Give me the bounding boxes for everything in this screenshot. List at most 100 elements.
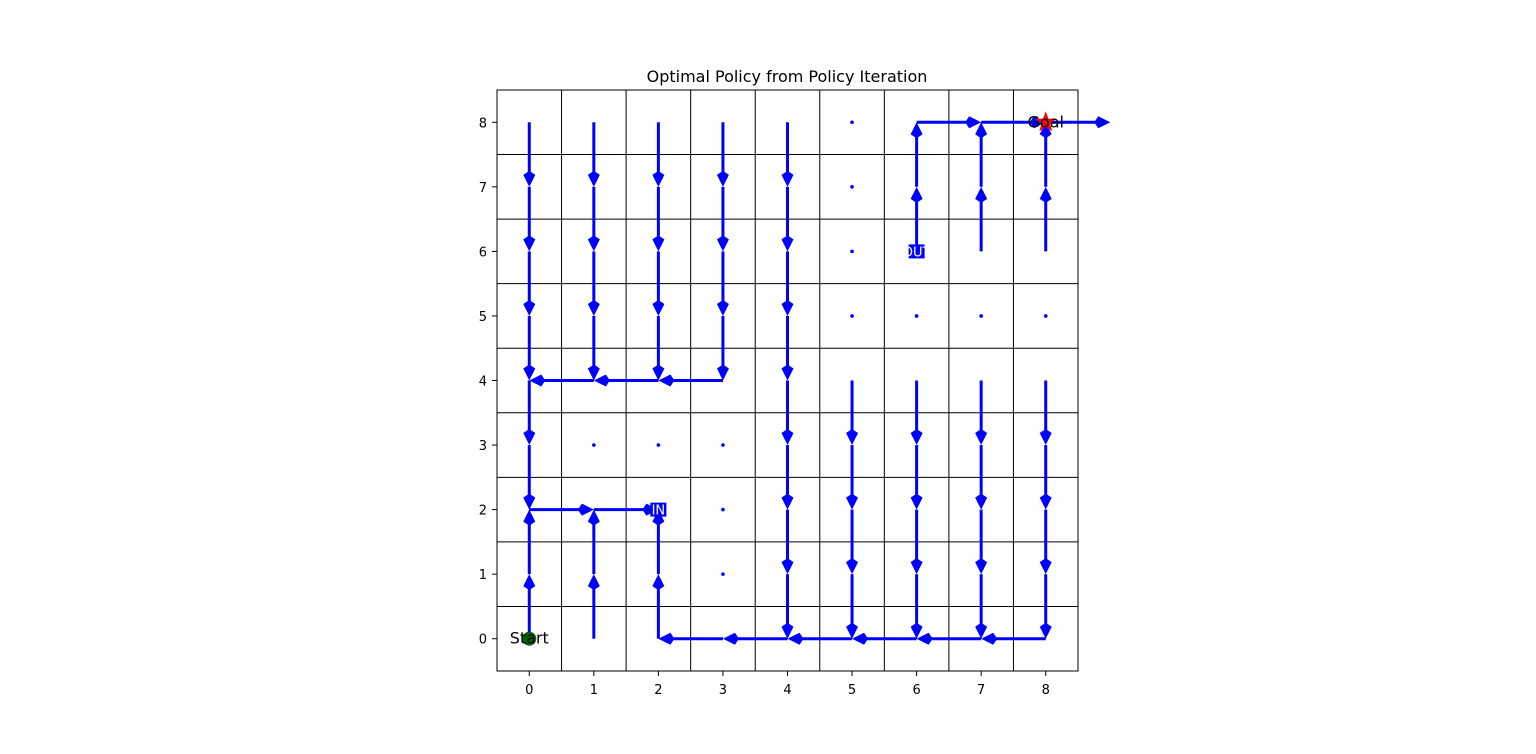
arrow-head [716, 170, 729, 187]
arrow-head [523, 364, 536, 381]
arrow-head [981, 632, 998, 645]
goal-label: Goal [1028, 112, 1064, 131]
arrow-head [529, 374, 546, 387]
arrow-head [975, 186, 988, 203]
goal-marker [1035, 111, 1057, 132]
policy-arrow-left [852, 632, 917, 645]
policy-arrow-down [1039, 445, 1052, 510]
policy-arrow-down [846, 574, 859, 639]
arrow-head [846, 622, 859, 639]
policy-arrow-up [587, 509, 600, 575]
x-tick-label: 4 [783, 683, 791, 698]
arrow-head [523, 299, 536, 316]
arrow-head [852, 632, 869, 645]
policy-arrow-up [652, 509, 665, 575]
arrow-head [652, 170, 665, 187]
y-tick-label: 8 [479, 116, 487, 131]
x-tick-label: 0 [525, 683, 533, 698]
arrow-head [587, 170, 600, 187]
policy-dot [850, 120, 854, 125]
arrow-head [587, 509, 600, 526]
policy-arrow-down [975, 574, 988, 639]
arrow-head [846, 558, 859, 575]
policy-arrow-down [523, 251, 536, 316]
policy-arrow-down [910, 509, 923, 575]
arrow-head [652, 509, 665, 526]
policy-arrow-up [652, 574, 665, 639]
policy-arrow-left [916, 632, 982, 645]
arrow-head [910, 429, 923, 446]
policy-dot [979, 314, 983, 318]
arrow-head [910, 622, 923, 639]
policy-dot [850, 185, 854, 189]
policy-arrow-down [1039, 509, 1052, 575]
policy-arrow-down [781, 509, 794, 575]
policy-arrow-down [781, 380, 794, 446]
policy-arrow-down [975, 380, 988, 446]
axis-ticks: 0 1 2 3 4 5 6 7 8 0 1 2 3 4 5 6 7 8 [479, 116, 1050, 698]
policy-arrow-down [523, 315, 536, 381]
arrow-head [523, 429, 536, 446]
arrow-head [1039, 622, 1052, 639]
arrow-head [523, 509, 536, 526]
arrow-head [1039, 186, 1052, 203]
policy-dot [914, 314, 919, 318]
arrow-head [781, 170, 794, 187]
arrow-head [910, 558, 923, 575]
arrow-head [1039, 558, 1052, 575]
x-tick-label: 8 [1042, 683, 1050, 698]
arrow-head [910, 122, 923, 139]
arrow-head [716, 364, 729, 381]
policy-arrow-down [910, 445, 923, 510]
arrow-head [846, 429, 859, 446]
y-tick-label: 7 [479, 181, 487, 196]
arrow-head [975, 122, 988, 139]
policy-arrow-down [523, 445, 536, 510]
policy-arrow-left [658, 632, 723, 645]
x-tick-label: 2 [654, 683, 662, 698]
x-tick-label: 5 [848, 683, 856, 698]
policy-arrow-down [781, 186, 794, 252]
arrow-head [910, 186, 923, 203]
policy-dot [721, 507, 725, 512]
y-tick-label: 4 [479, 375, 487, 390]
policy-arrow-down [910, 574, 923, 639]
arrow-head [593, 374, 610, 387]
portal-marker [908, 244, 925, 259]
policy-arrow-down [781, 315, 794, 381]
policy-arrow-down [716, 315, 729, 381]
arrow-head [781, 364, 794, 381]
arrow-head [716, 235, 729, 252]
arrow-head [1039, 493, 1052, 510]
arrow-head [975, 493, 988, 510]
y-tick-label: 5 [479, 310, 487, 325]
x-tick-label: 6 [912, 683, 920, 698]
policy-arrow-right [1045, 116, 1111, 129]
y-tick-label: 3 [479, 439, 487, 454]
policy-arrow-down [781, 122, 794, 187]
policy-arrow-down [975, 509, 988, 575]
policy-arrow-down [652, 315, 665, 381]
policy-arrow-down [846, 509, 859, 575]
arrow-head [975, 622, 988, 639]
policy-arrow-down [910, 380, 923, 446]
arrow-head [781, 429, 794, 446]
arrow-head [652, 574, 665, 591]
arrow-head [910, 493, 923, 510]
policy-arrow-up [587, 574, 600, 639]
arrow-head [781, 622, 794, 639]
arrow-head [587, 574, 600, 591]
arrow-head [658, 632, 675, 645]
arrow-head [781, 235, 794, 252]
policy-arrow-down [975, 445, 988, 510]
policy-arrow-down [587, 251, 600, 316]
arrow-head [1029, 116, 1046, 129]
y-tick-label: 6 [479, 245, 487, 260]
policy-arrow-left [787, 632, 853, 645]
arrow-head [577, 503, 594, 516]
arrow-head [781, 558, 794, 575]
chart-title: Optimal Policy from Policy Iteration [647, 67, 928, 86]
policy-arrows [523, 116, 1111, 645]
arrow-head [975, 429, 988, 446]
